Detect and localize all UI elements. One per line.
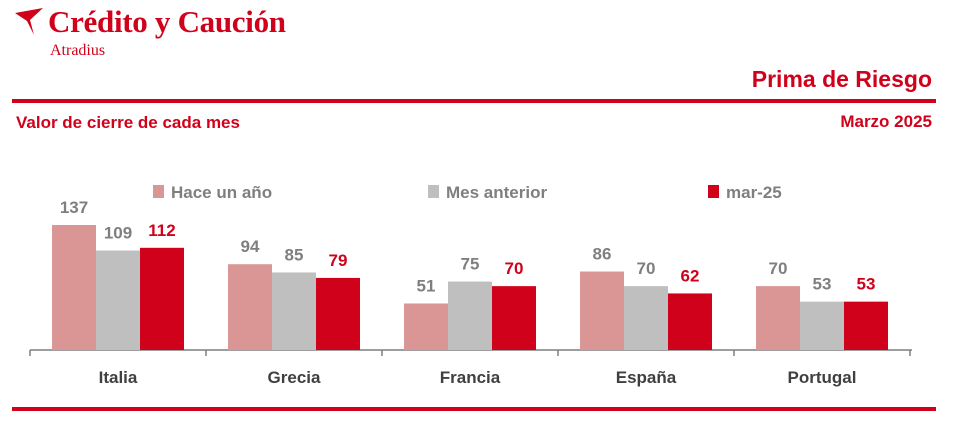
data-label: 94: [241, 237, 260, 256]
data-label: 86: [593, 245, 612, 264]
bar: [316, 277, 360, 350]
bar: [228, 264, 272, 350]
brand-subtitle: Atradius: [50, 42, 106, 59]
bar: [756, 286, 800, 350]
brand-name: Crédito y Caución: [48, 4, 286, 39]
bar: [668, 293, 712, 350]
legend-label: mar-25: [726, 183, 782, 202]
data-label: 70: [769, 259, 788, 278]
bar: [844, 301, 888, 350]
bar: [96, 250, 140, 350]
top-divider: [12, 99, 936, 103]
report-date: Marzo 2025: [840, 112, 932, 131]
legend-swatch: [708, 185, 719, 198]
data-label: 137: [60, 198, 88, 217]
bar: [140, 247, 184, 350]
bar: [580, 271, 624, 350]
data-label: 109: [104, 224, 132, 243]
bar: [272, 272, 316, 350]
data-label: 85: [285, 245, 304, 264]
category-label: España: [616, 368, 677, 387]
data-label: 70: [637, 259, 656, 278]
bar: [448, 281, 492, 350]
data-label: 112: [148, 221, 175, 240]
paper-plane-logo-icon: [15, 8, 43, 35]
bar: [624, 286, 668, 350]
bar: [404, 303, 448, 350]
data-label: 53: [857, 275, 876, 294]
data-label: 62: [681, 266, 700, 285]
legend-label: Hace un año: [171, 183, 272, 202]
legend-swatch: [428, 185, 439, 198]
legend-swatch: [153, 185, 164, 198]
data-label: 79: [329, 251, 348, 270]
data-label: 51: [417, 276, 436, 295]
report-title: Prima de Riesgo: [751, 66, 932, 92]
bar: [52, 225, 96, 350]
category-label: Francia: [440, 368, 501, 387]
data-label: 53: [813, 275, 832, 294]
data-label: 70: [505, 259, 524, 278]
bottom-divider: [12, 407, 936, 411]
chart-subtitle: Valor de cierre de cada mes: [16, 113, 240, 132]
bar: [492, 286, 536, 350]
bar: [800, 301, 844, 350]
category-label: Italia: [99, 368, 138, 387]
data-label: 75: [461, 255, 480, 274]
category-label: Grecia: [268, 368, 321, 387]
legend-label: Mes anterior: [446, 183, 547, 202]
category-label: Portugal: [788, 368, 857, 387]
